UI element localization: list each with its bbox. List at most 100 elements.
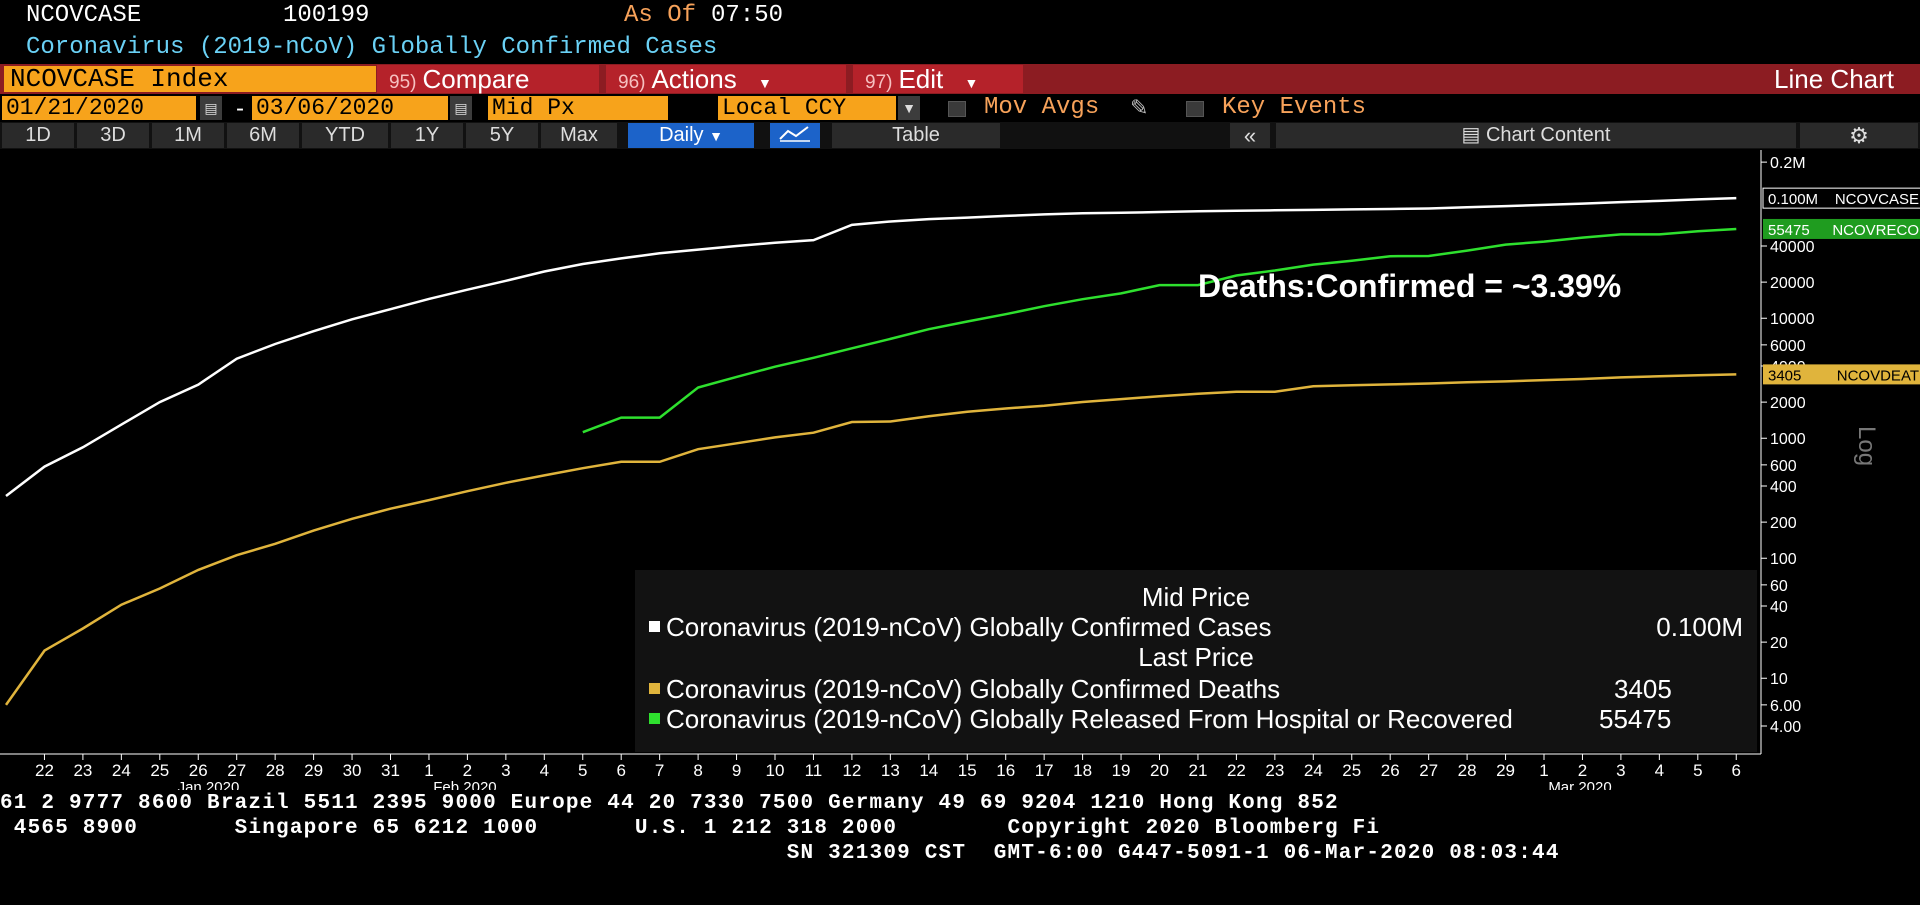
dropdown-arrow-icon: ▼ xyxy=(709,128,723,144)
legend-item-value: 3405 xyxy=(1614,674,1672,704)
y-tick-label: 60 xyxy=(1770,578,1788,595)
chart-type-label[interactable]: Line Chart xyxy=(1774,64,1894,94)
x-month-label: Jan 2020 xyxy=(178,779,240,790)
y-axis: 0.2M400002000010000600040002000100060040… xyxy=(1760,150,1815,754)
price-field-select[interactable]: Mid Px xyxy=(488,96,668,120)
edit-label: Edit xyxy=(898,64,944,94)
actions-menu[interactable]: 96) Actions ▼ xyxy=(606,65,846,93)
dropdown-arrow-icon: ▼ xyxy=(964,75,979,91)
legend: Mid Price Coronavirus (2019-nCoV) Global… xyxy=(635,570,1757,752)
x-tick-label: 4 xyxy=(540,761,549,780)
dropdown-arrow-icon: ▼ xyxy=(757,75,772,91)
y-tick-label: 10 xyxy=(1770,671,1788,688)
x-tick-label: 27 xyxy=(227,761,246,780)
end-tag-box xyxy=(1763,364,1920,385)
y-tick-label: 400 xyxy=(1770,479,1797,496)
period-1y[interactable]: 1Y xyxy=(391,123,463,148)
collapse-icon[interactable]: « xyxy=(1230,123,1270,148)
x-tick-label: 26 xyxy=(1381,761,1400,780)
legend-header-last: Last Price xyxy=(1138,642,1254,672)
contact-line-2: 4565 8900 Singapore 65 6212 1000 U.S. 1 … xyxy=(0,817,1381,840)
as-of-time: 07:50 xyxy=(711,2,784,29)
period-5y[interactable]: 5Y xyxy=(466,123,538,148)
table-button[interactable]: Table xyxy=(832,123,1000,148)
y-tick-label: 1000 xyxy=(1770,431,1806,448)
x-tick-label: 6 xyxy=(616,761,625,780)
x-tick-label: 19 xyxy=(1112,761,1131,780)
x-tick-label: 23 xyxy=(73,761,92,780)
line-chart-icon[interactable] xyxy=(770,123,820,148)
dropdown-arrow-icon[interactable]: ▼ xyxy=(898,96,920,120)
period-max[interactable]: Max xyxy=(541,123,617,148)
frequency-select[interactable]: Daily ▼ xyxy=(628,123,754,148)
period-3d[interactable]: 3D xyxy=(77,123,149,148)
chart-content-button[interactable]: ▤ Chart Content xyxy=(1276,123,1796,148)
mov-avgs-label[interactable]: Mov Avgs xyxy=(984,94,1100,121)
end-tag-value: 0.100M xyxy=(1768,191,1818,208)
line-chart: 0.2M400002000010000600040002000100060040… xyxy=(0,150,1920,790)
security-field[interactable]: NCOVCASE Index xyxy=(4,66,376,92)
x-tick-label: 9 xyxy=(732,761,741,780)
x-tick-label: 25 xyxy=(1342,761,1361,780)
legend-header-mid: Mid Price xyxy=(1141,582,1251,612)
x-tick-label: 10 xyxy=(766,761,785,780)
end-tag-box xyxy=(1762,187,1920,209)
x-tick-label: 28 xyxy=(1458,761,1477,780)
x-tick-label: 22 xyxy=(35,761,54,780)
x-month-label: Feb 2020 xyxy=(433,779,496,790)
line-chart-glyph xyxy=(779,126,810,142)
compare-number: 95) xyxy=(389,72,417,93)
y-tick-label: 100 xyxy=(1770,551,1797,568)
edit-menu[interactable]: 97) Edit ▼ xyxy=(853,65,1023,93)
series-end-tags: 0.100M NCOVCASE 55475 NCOVRECO 3405 NCOVDEAT xyxy=(1762,187,1920,385)
x-tick-label: 29 xyxy=(304,761,323,780)
legend-item-cases: Coronavirus (2019-nCoV) Globally Confirm… xyxy=(649,612,1271,643)
x-tick-label: 2 xyxy=(463,761,472,780)
x-tick-label: 7 xyxy=(655,761,664,780)
legend-swatch xyxy=(649,712,660,724)
gear-icon[interactable]: ⚙ xyxy=(1800,123,1918,148)
calendar-icon[interactable]: ▤ xyxy=(450,96,472,120)
last-value: 100199 xyxy=(283,2,370,29)
as-of-label: As Of xyxy=(624,2,697,29)
x-tick-label: 20 xyxy=(1150,761,1169,780)
period-ytd[interactable]: YTD xyxy=(302,123,388,148)
actions-label: Actions xyxy=(651,64,737,94)
calendar-icon[interactable]: ▤ xyxy=(200,96,222,120)
end-tag-box xyxy=(1763,218,1920,239)
mov-avgs-checkbox[interactable] xyxy=(948,101,966,117)
period-6m[interactable]: 6M xyxy=(227,123,299,148)
series-end-tag: 0.100M NCOVCASE xyxy=(1762,187,1920,209)
frequency-label: Daily xyxy=(659,124,704,146)
series-end-tag: 3405 NCOVDEAT xyxy=(1763,364,1920,385)
range-row: 01/21/2020 ▤ - 03/06/2020 ▤ Mid Px Local… xyxy=(0,95,1920,122)
x-axis: 22 23 24 25 26 27 28 29 30 31 1 2 3 4 5 6 7 8 9 10 11 12 13 14 1… xyxy=(0,753,1761,790)
x-tick-label: 3 xyxy=(501,761,510,780)
pencil-icon[interactable]: ✎ xyxy=(1130,95,1149,120)
x-tick-label: 18 xyxy=(1073,761,1092,780)
period-1d[interactable]: 1D xyxy=(2,123,74,148)
currency-select[interactable]: Local CCY xyxy=(718,96,896,120)
end-date-field[interactable]: 03/06/2020 xyxy=(252,96,448,120)
axis-scale-label[interactable]: Log xyxy=(1853,426,1880,467)
key-events-label[interactable]: Key Events xyxy=(1222,94,1367,121)
period-1m[interactable]: 1M xyxy=(152,123,224,148)
x-tick-label: 27 xyxy=(1419,761,1438,780)
ratio-annotation: Deaths:Confirmed = ~3.39% xyxy=(1198,268,1622,304)
x-tick-label: 26 xyxy=(189,761,208,780)
toolbar: NCOVCASE Index 95) Compare 96) Actions ▼ 9… xyxy=(0,64,1920,94)
x-tick-label: 12 xyxy=(842,761,861,780)
end-tag-value: 55475 xyxy=(1768,222,1810,239)
actions-number: 96) xyxy=(618,72,646,93)
x-month-label: Mar 2020 xyxy=(1548,779,1611,790)
compare-label: Compare xyxy=(422,64,530,94)
start-date-field[interactable]: 01/21/2020 xyxy=(2,96,196,120)
x-tick-label: 29 xyxy=(1496,761,1515,780)
chart-content-label: Chart Content xyxy=(1485,124,1611,146)
x-tick-label: 24 xyxy=(1304,761,1323,780)
key-events-checkbox[interactable] xyxy=(1186,101,1204,117)
compare-menu[interactable]: 95) Compare xyxy=(377,65,599,93)
session-line: SN 321309 CST GMT-6:00 G447-5091-1 06-Ma… xyxy=(0,842,1560,865)
legend-item-label: Coronavirus (2019-nCoV) Globally Release… xyxy=(666,704,1513,734)
legend-item-value: 55475 xyxy=(1599,704,1672,734)
